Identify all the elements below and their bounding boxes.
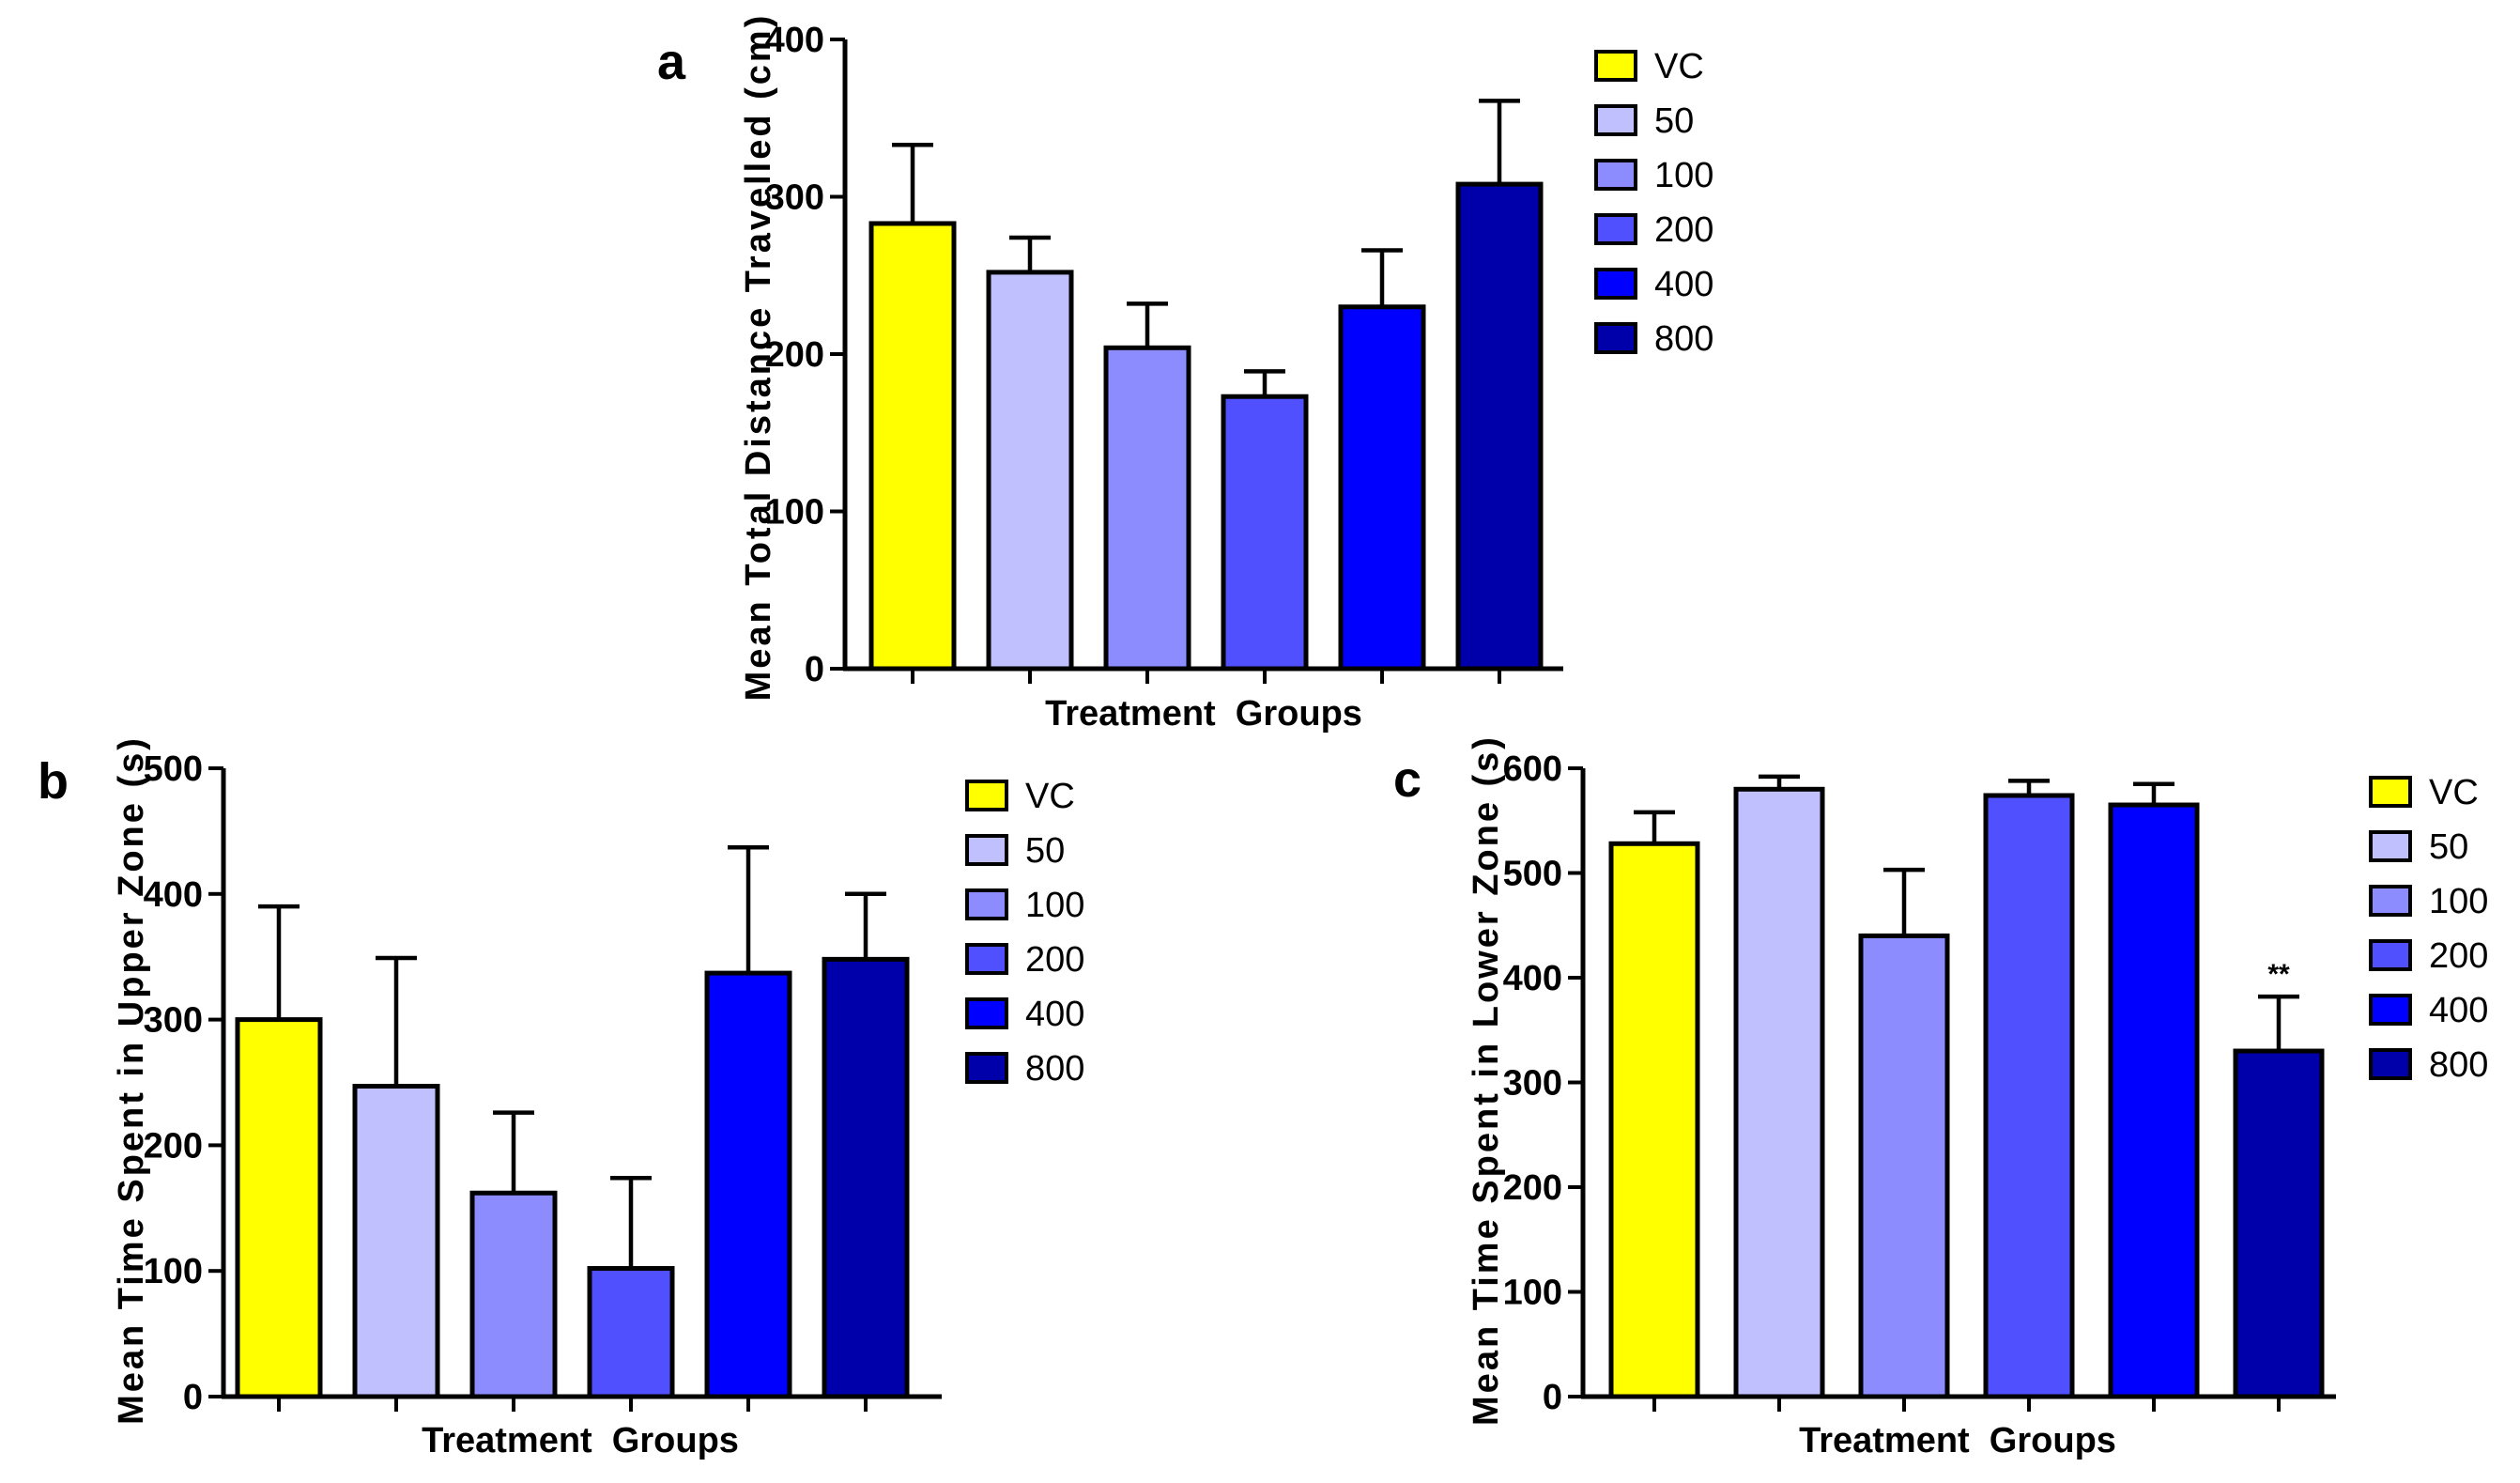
legend-label: 50 xyxy=(2429,827,2468,867)
legend-label: 200 xyxy=(1654,210,1713,250)
legend-label: VC xyxy=(1025,777,1075,816)
legend-label: 200 xyxy=(2429,936,2488,976)
legend-label: 100 xyxy=(1025,886,1084,925)
bar-100 xyxy=(1858,933,1950,1399)
y-tick-label: 500 xyxy=(1503,855,1562,894)
bar-200 xyxy=(1221,394,1309,672)
y-tick-label: 100 xyxy=(144,1252,203,1291)
panel-c-x-axis-label: Treatment Groups xyxy=(1799,1421,2116,1460)
bar-50 xyxy=(986,270,1074,672)
legend-swatch-100 xyxy=(2369,885,2412,917)
y-tick-label: 200 xyxy=(1503,1168,1562,1208)
legend-label: 400 xyxy=(1654,265,1713,304)
legend-swatch-100 xyxy=(1594,159,1637,191)
bar-100 xyxy=(469,1190,558,1399)
panel-a-x-axis-label: Treatment Groups xyxy=(1045,694,1362,734)
legend-swatch-50 xyxy=(965,834,1008,866)
y-tick-label: 0 xyxy=(805,650,824,689)
legend-swatch-100 xyxy=(965,888,1008,920)
y-tick-label: 300 xyxy=(765,178,824,218)
panel-c-letter: c xyxy=(1393,751,1421,808)
y-tick-label: 400 xyxy=(765,21,824,60)
legend-label: 800 xyxy=(1025,1049,1084,1089)
bar-400 xyxy=(2108,802,2200,1399)
legend-swatch-400 xyxy=(965,997,1008,1029)
y-tick-label: 200 xyxy=(144,1126,203,1166)
legend-swatch-400 xyxy=(1594,268,1637,300)
panel-b-letter: b xyxy=(38,753,69,810)
panel-a-xticks xyxy=(911,669,1501,684)
panel-a-yticks: 0 100 200 300 400 xyxy=(765,21,845,689)
bar-VC xyxy=(235,1017,323,1399)
y-tick-label: 200 xyxy=(765,335,824,375)
y-tick-label: 300 xyxy=(144,1001,203,1041)
significance-annotation: ** xyxy=(2267,959,2290,990)
y-tick-label: 400 xyxy=(1503,959,1562,998)
panel-c-xticks xyxy=(1652,1397,2281,1412)
bar-200 xyxy=(587,1266,675,1399)
bar-VC xyxy=(868,221,957,672)
panel-c-bars: ** xyxy=(1608,774,2325,1399)
panel-b-x-axis-label: Treatment Groups xyxy=(422,1421,739,1460)
legend-swatch-200 xyxy=(965,943,1008,975)
panel-c-y-axis-label: Mean Time Spent in Lower Zone (s) xyxy=(1467,734,1506,1426)
legend-swatch-VC xyxy=(1594,50,1637,82)
panel-b-y-axis-label: Mean Time Spent in Upper Zone (s) xyxy=(112,735,151,1425)
panel-c: c ** 0 100 200 300 400 500 600 Mean Time Spent… xyxy=(1393,734,2488,1460)
panel-b: b 0 100 200 300 400 500 Mean Time Spent in Up… xyxy=(38,735,1084,1460)
y-tick-label: 600 xyxy=(1503,749,1562,789)
panel-a-legend: VC 50 100 200 400 800 xyxy=(1594,47,1713,359)
panel-b-yticks: 0 100 200 300 400 500 xyxy=(144,749,223,1417)
panel-b-xticks xyxy=(277,1397,868,1412)
legend-swatch-800 xyxy=(2369,1048,2412,1080)
bar-800 xyxy=(2233,1048,2325,1399)
y-tick-label: 0 xyxy=(183,1378,203,1417)
legend-label: 50 xyxy=(1025,831,1065,871)
legend-label: 100 xyxy=(2429,882,2488,921)
y-tick-label: 300 xyxy=(1503,1064,1562,1104)
panel-a-bars xyxy=(868,99,1544,672)
legend-label: 200 xyxy=(1025,940,1084,980)
bar-800 xyxy=(1455,181,1544,672)
y-tick-label: 100 xyxy=(765,493,824,533)
legend-swatch-400 xyxy=(2369,994,2412,1026)
bar-50 xyxy=(1733,786,1825,1399)
legend-label: 100 xyxy=(1654,156,1713,195)
legend-swatch-200 xyxy=(2369,939,2412,971)
legend-swatch-VC xyxy=(2369,776,2412,808)
bar-VC xyxy=(1608,841,1700,1399)
panel-a: a 0 100 200 300 400 Mean Total Distance Trav… xyxy=(657,13,1713,734)
y-tick-label: 400 xyxy=(144,875,203,915)
legend-label: VC xyxy=(1654,47,1704,86)
legend-label: 800 xyxy=(2429,1045,2488,1085)
panel-a-y-axis-label: Mean Total Distance Travelled (cm) xyxy=(739,13,778,702)
panel-b-legend: VC 50 100 200 400 800 xyxy=(965,777,1084,1089)
legend-swatch-50 xyxy=(1594,104,1637,136)
bar-400 xyxy=(1338,304,1426,672)
bar-800 xyxy=(822,956,910,1399)
bar-100 xyxy=(1103,345,1191,672)
legend-swatch-800 xyxy=(965,1052,1008,1084)
legend-swatch-800 xyxy=(1594,322,1637,354)
legend-swatch-50 xyxy=(2369,830,2412,862)
legend-label: 800 xyxy=(1654,319,1713,359)
panel-c-yticks: 0 100 200 300 400 500 600 xyxy=(1503,749,1583,1417)
y-tick-label: 500 xyxy=(144,749,203,789)
panel-a-letter: a xyxy=(657,34,686,90)
legend-label: 400 xyxy=(2429,991,2488,1030)
legend-label: VC xyxy=(2429,773,2479,812)
y-tick-label: 0 xyxy=(1543,1378,1562,1417)
panel-b-bars xyxy=(235,845,910,1399)
bar-50 xyxy=(352,1084,440,1399)
y-tick-label: 100 xyxy=(1503,1274,1562,1313)
bar-400 xyxy=(704,970,792,1399)
bar-200 xyxy=(1983,793,2075,1399)
panel-c-legend: VC 50 100 200 400 800 xyxy=(2369,773,2488,1085)
legend-label: 50 xyxy=(1654,101,1694,141)
legend-swatch-VC xyxy=(965,780,1008,811)
legend-swatch-200 xyxy=(1594,213,1637,245)
legend-label: 400 xyxy=(1025,995,1084,1034)
